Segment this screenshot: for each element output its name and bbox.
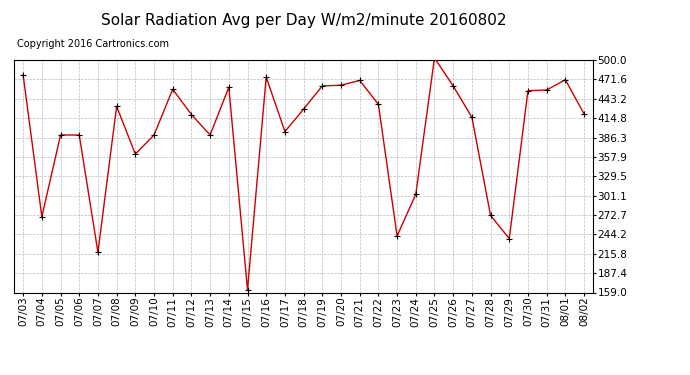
Text: Copyright 2016 Cartronics.com: Copyright 2016 Cartronics.com bbox=[17, 39, 169, 50]
Text: Radiation  (W/m2/Minute): Radiation (W/m2/Minute) bbox=[427, 46, 577, 57]
Text: Solar Radiation Avg per Day W/m2/minute 20160802: Solar Radiation Avg per Day W/m2/minute … bbox=[101, 13, 506, 28]
